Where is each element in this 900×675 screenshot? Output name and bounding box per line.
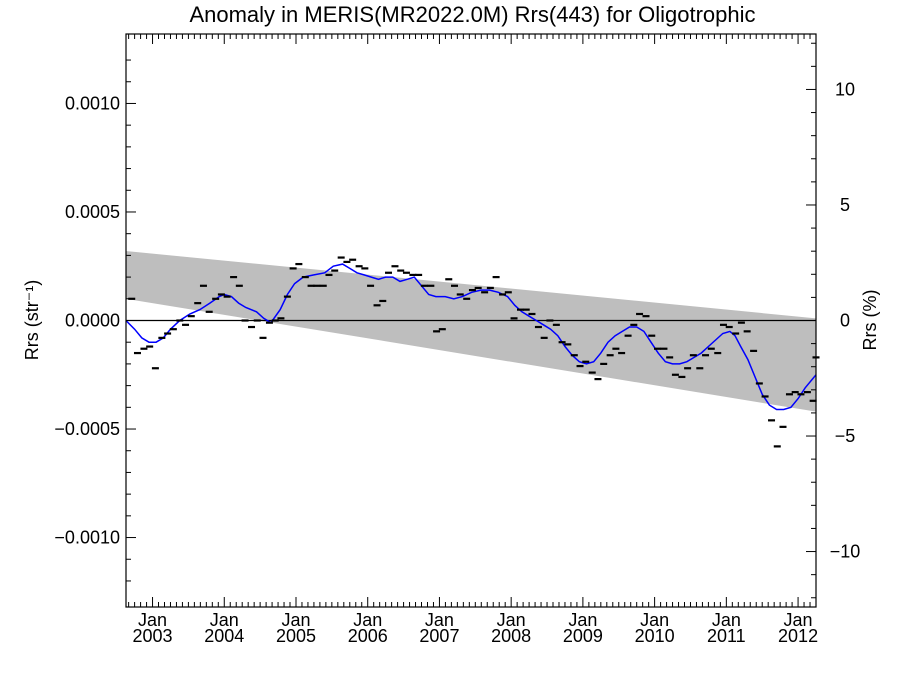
x-tick-month-label: Jan [784, 610, 813, 630]
x-tick-year-label: 2008 [491, 626, 531, 646]
x-tick-month-label: Jan [138, 610, 167, 630]
left-y-axis: 0.0010 0.0005 0.0000 −0.0005 −0.0010 [54, 59, 136, 582]
x-tick-year-label: 2003 [133, 626, 173, 646]
x-tick-year-label: 2007 [419, 626, 459, 646]
smoothed-series-layer [125, 263, 817, 411]
x-tick-year-label: 2005 [276, 626, 316, 646]
x-tick-year-label: 2009 [563, 626, 603, 646]
x-tick-month-label: Jan [353, 610, 382, 630]
left-y-axis-label: Rrs (str⁻¹) [22, 280, 42, 360]
uncertainty-band [126, 251, 816, 412]
monthly-points-layer [128, 256, 820, 448]
left-tick-label: 0.0005 [65, 202, 120, 222]
right-y-axis-label: Rrs (%) [860, 290, 880, 351]
left-tick-label: 0.0000 [65, 311, 120, 331]
x-tick-month-label: Jan [281, 610, 310, 630]
x-tick-month-label: Jan [568, 610, 597, 630]
x-tick-month-label: Jan [425, 610, 454, 630]
right-tick-label: 0 [840, 311, 850, 331]
x-tick-month-label: Jan [210, 610, 239, 630]
x-axis: Jan2003Jan2004Jan2005Jan2006Jan2007Jan20… [128, 34, 818, 646]
x-tick-month-label: Jan [640, 610, 669, 630]
left-tick-label: −0.0005 [54, 419, 120, 439]
uncertainty-band-layer [126, 251, 816, 412]
smoothed-series-line [125, 263, 817, 411]
x-tick-year-label: 2012 [778, 626, 818, 646]
x-tick-month-label: Jan [712, 610, 741, 630]
right-tick-label: −5 [835, 426, 856, 446]
left-tick-label: 0.0010 [65, 93, 120, 113]
x-tick-month-label: Jan [497, 610, 526, 630]
right-y-axis: 10 5 0 −5 −10 [806, 42, 861, 599]
x-tick-year-label: 2011 [707, 626, 746, 646]
chart-title: Anomaly in MERIS(MR2022.0M) Rrs(443) for… [189, 2, 756, 27]
x-tick-year-label: 2004 [204, 626, 244, 646]
x-tick-year-label: 2006 [348, 626, 388, 646]
left-tick-label: −0.0010 [54, 528, 120, 548]
right-tick-label: 5 [840, 195, 850, 215]
right-tick-label: 10 [835, 79, 855, 99]
x-tick-year-label: 2010 [635, 626, 675, 646]
right-tick-label: −10 [830, 542, 861, 562]
